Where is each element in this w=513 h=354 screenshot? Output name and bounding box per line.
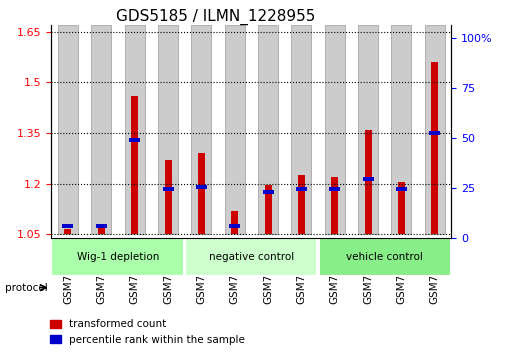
Bar	[363, 177, 373, 181]
Bar	[265, 185, 271, 234]
Bar	[198, 153, 205, 234]
Bar	[165, 160, 171, 234]
FancyBboxPatch shape	[183, 238, 186, 276]
Bar	[225, 25, 245, 234]
Bar	[65, 229, 71, 234]
Bar	[125, 25, 145, 234]
Bar	[191, 25, 211, 234]
FancyBboxPatch shape	[185, 238, 318, 276]
FancyBboxPatch shape	[318, 238, 451, 276]
Text: Wig-1 depletion: Wig-1 depletion	[77, 252, 159, 262]
Bar	[63, 224, 73, 228]
Bar	[429, 131, 440, 135]
Bar	[425, 25, 445, 234]
Text: vehicle control: vehicle control	[346, 252, 423, 262]
Bar	[291, 25, 311, 234]
FancyBboxPatch shape	[317, 238, 320, 276]
Bar	[398, 182, 405, 234]
Bar	[58, 25, 78, 234]
Bar	[129, 138, 140, 142]
Bar	[298, 175, 305, 234]
Bar	[98, 228, 105, 234]
Bar	[431, 62, 438, 234]
FancyBboxPatch shape	[51, 238, 185, 276]
Bar	[365, 130, 371, 234]
Bar	[96, 224, 107, 228]
Bar	[231, 211, 238, 234]
Bar	[296, 187, 307, 191]
Text: GDS5185 / ILMN_1228955: GDS5185 / ILMN_1228955	[116, 9, 315, 25]
Bar	[331, 177, 338, 234]
Text: negative control: negative control	[209, 252, 294, 262]
Bar	[229, 224, 240, 228]
Bar	[329, 187, 340, 191]
Bar	[258, 25, 278, 234]
Bar	[91, 25, 111, 234]
Bar	[391, 25, 411, 234]
Bar	[358, 25, 378, 234]
Bar	[196, 185, 207, 189]
Bar	[396, 187, 407, 191]
Bar	[163, 187, 173, 191]
Bar	[325, 25, 345, 234]
Bar	[158, 25, 178, 234]
Bar	[263, 190, 273, 194]
Bar	[131, 96, 138, 234]
Text: protocol: protocol	[5, 282, 48, 293]
Legend: transformed count, percentile rank within the sample: transformed count, percentile rank withi…	[46, 315, 249, 349]
